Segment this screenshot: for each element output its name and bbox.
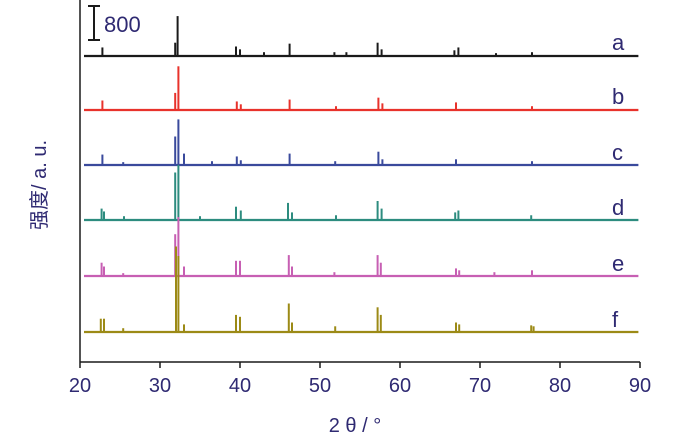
series-c (84, 119, 639, 167)
x-tick-label: 50 (309, 375, 331, 397)
series-layer (84, 16, 639, 334)
axes: 20 30 40 50 60 70 80 90 (69, 0, 651, 397)
series-f (84, 246, 639, 334)
series-b (84, 66, 639, 112)
series-labels: a b c d e f (612, 30, 625, 332)
y-axis-title: 强度/ a. u. (28, 140, 51, 230)
series-label-d: d (612, 195, 624, 220)
series-label-f: f (612, 307, 619, 332)
series-d (84, 164, 639, 222)
x-tick-label: 90 (629, 375, 651, 397)
x-tick-label: 20 (69, 375, 91, 397)
x-tick-label: 70 (469, 375, 491, 397)
x-ticks: 20 30 40 50 60 70 80 90 (69, 362, 651, 397)
x-tick-label: 40 (229, 375, 251, 397)
series-label-b: b (612, 84, 624, 109)
x-tick-label: 60 (389, 375, 411, 397)
x-tick-label: 80 (549, 375, 571, 397)
scale-bar-label: 800 (104, 12, 141, 37)
series-a (84, 16, 639, 58)
x-tick-label: 30 (149, 375, 171, 397)
x-axis-title: 2 θ / ° (329, 415, 381, 437)
series-e (84, 217, 639, 278)
series-label-a: a (612, 30, 625, 55)
scale-bar: 800 (88, 5, 141, 41)
series-label-e: e (612, 251, 624, 276)
series-label-c: c (612, 140, 623, 165)
